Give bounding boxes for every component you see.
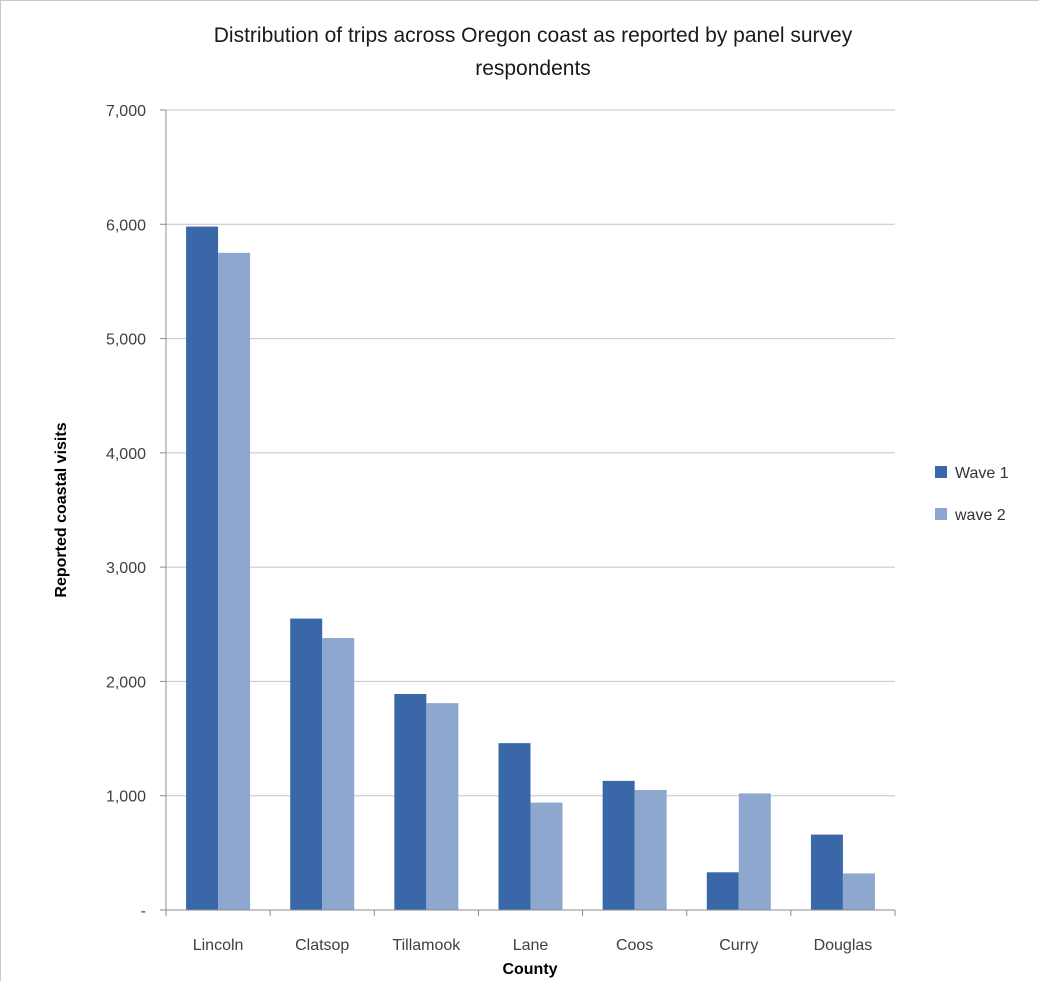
bar-wave-1: [706, 872, 739, 910]
y-tick-label: 4,000: [106, 446, 146, 463]
y-tick-label: 3,000: [106, 560, 146, 577]
x-tick-label: Coos: [616, 937, 653, 954]
bar-wave-1: [394, 694, 427, 910]
bar-wave-2: [426, 703, 459, 910]
legend-swatch: [935, 508, 947, 520]
y-tick-label: 1,000: [106, 789, 146, 806]
legend-label: Wave 1: [955, 465, 1009, 482]
x-tick-label: Douglas: [814, 937, 873, 954]
x-tick-label: Clatsop: [295, 937, 349, 954]
bar-wave-2: [530, 802, 563, 910]
gridlines: [166, 109, 895, 797]
bar-wave-1: [810, 834, 843, 910]
bar-wave-2: [738, 793, 771, 910]
bar-wave-1: [498, 743, 531, 910]
legend-swatch: [935, 466, 947, 478]
y-tick-label: 5,000: [106, 332, 146, 349]
x-tick-label: Curry: [719, 937, 758, 954]
y-tick-label: 7,000: [106, 103, 146, 120]
bar-wave-2: [842, 873, 875, 910]
bar-wave-1: [602, 780, 635, 910]
y-tick-label: -: [141, 903, 146, 920]
x-tick-label: Tillamook: [392, 937, 461, 954]
y-tick-label: 2,000: [106, 674, 146, 691]
chart-title-line-1: Distribution of trips across Oregon coas…: [214, 24, 853, 47]
bar-wave-1: [186, 226, 219, 911]
legend-label: wave 2: [954, 507, 1006, 524]
x-axis-title: County: [502, 961, 557, 978]
x-axis-ticks: Lincoln Clatsop Tillamook Lane Coos Curry Doug…: [165, 910, 896, 954]
legend: Wave 1 wave 2: [935, 465, 1009, 524]
y-axis-ticks: - 1,000 2,000 3,000 4,000 5,000 6,000 7,000: [106, 103, 166, 920]
bars: [186, 226, 875, 911]
y-axis-title: Reported coastal visits: [53, 422, 70, 597]
y-tick-label: 6,000: [106, 217, 146, 234]
bar-wave-1: [290, 618, 323, 910]
chart-title-line-2: respondents: [475, 57, 591, 80]
x-tick-label: Lincoln: [193, 937, 244, 954]
x-tick-label: Lane: [513, 937, 549, 954]
bar-wave-2: [634, 790, 667, 910]
bar-wave-2: [322, 638, 355, 910]
bar-wave-2: [218, 252, 251, 910]
